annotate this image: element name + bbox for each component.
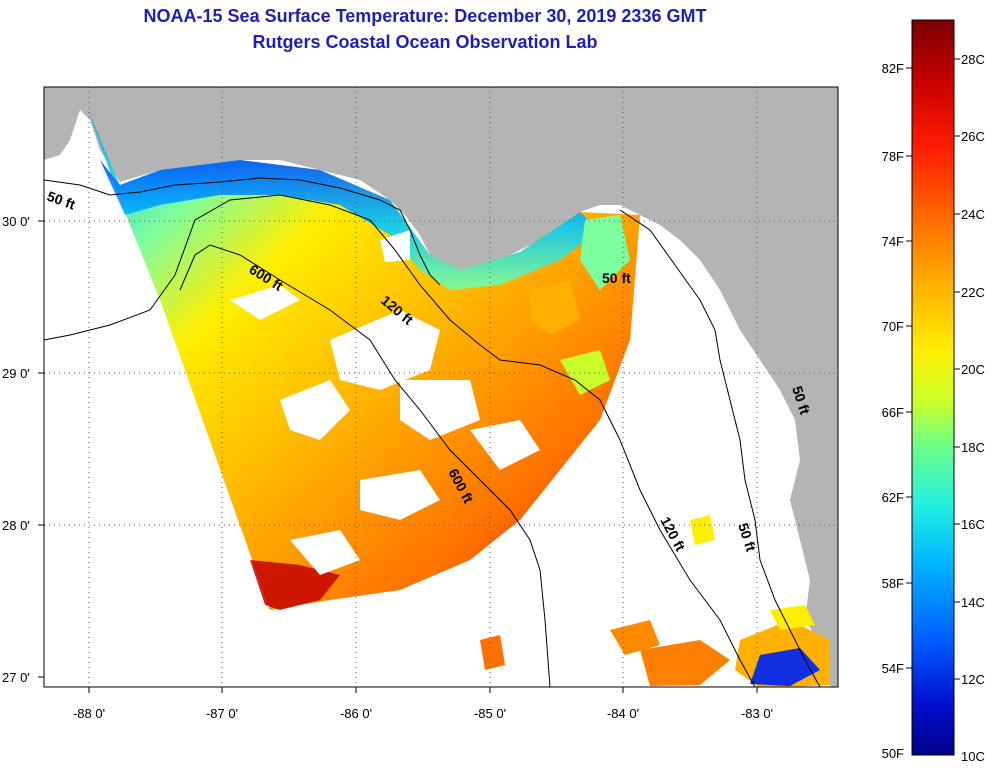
map-title: NOAA-15 Sea Surface Temperature: Decembe… <box>143 6 707 26</box>
lon-label-84: -84 0' <box>607 706 639 721</box>
c-label: 24C <box>961 207 985 222</box>
c-label: 20C <box>961 362 985 377</box>
f-label: 58F <box>882 576 904 591</box>
c-label: 22C <box>961 285 985 300</box>
f-label: 78F <box>882 149 904 164</box>
c-label: 28C <box>961 52 985 67</box>
f-label: 74F <box>882 234 904 249</box>
eastern-patches <box>480 215 830 687</box>
contour-50ft <box>44 177 441 286</box>
warm-tip <box>250 560 340 610</box>
contour-600ft <box>179 244 551 687</box>
c-label: 16C <box>961 517 985 532</box>
c-label: 26C <box>961 129 985 144</box>
f-label: 62F <box>882 490 904 505</box>
f-label: 70F <box>882 319 904 334</box>
lat-label-28: 28 0' <box>2 518 30 533</box>
lat-label-30: 30 0' <box>2 214 30 229</box>
axis-ticks <box>38 220 758 693</box>
colorbar-gradient <box>911 19 955 756</box>
c-label: 14C <box>961 595 985 610</box>
f-label: 82F <box>882 61 904 76</box>
f-label: 66F <box>882 405 904 420</box>
lon-label-88: -88 0' <box>73 706 105 721</box>
graticule <box>44 87 838 687</box>
f-label: 54F <box>882 661 904 676</box>
c-label: 18C <box>961 440 985 455</box>
lat-label-27: 27 0' <box>2 670 30 685</box>
contour-120ft <box>44 194 756 687</box>
contour-50ft-east <box>619 209 821 687</box>
lon-label-85: -85 0' <box>474 706 506 721</box>
c-label: 12C <box>961 672 985 687</box>
cloud-patches <box>230 230 540 575</box>
coastal-cold-band <box>100 160 600 290</box>
c-label: 10C <box>961 749 985 764</box>
contour-label: 50 ft <box>602 270 631 286</box>
f-label: 50F <box>882 746 904 761</box>
lon-label-83: -83 0' <box>741 706 773 721</box>
map-subtitle: Rutgers Coastal Ocean Observation Lab <box>252 32 598 52</box>
lat-label-29: 29 0' <box>2 366 30 381</box>
lon-label-87: -87 0' <box>206 706 238 721</box>
land-mass <box>44 87 838 687</box>
depth-contours <box>44 177 821 687</box>
colorbar-ticks <box>906 58 960 680</box>
plot-frame <box>43 86 839 688</box>
lon-label-86: -86 0' <box>340 706 372 721</box>
